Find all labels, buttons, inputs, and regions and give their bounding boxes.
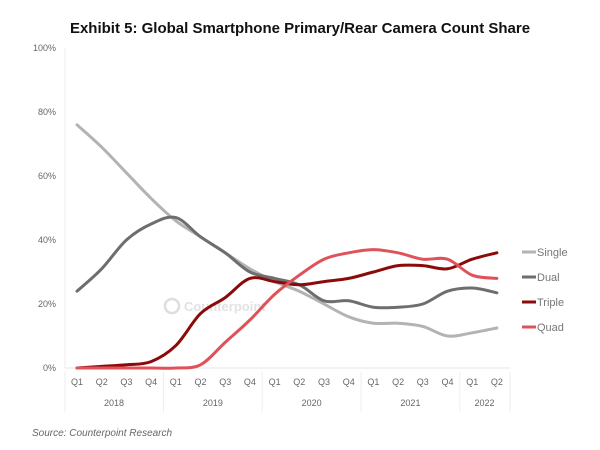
x-tick-label: Q1 (466, 377, 478, 387)
legend-label: Quad (537, 322, 564, 334)
y-tick-label: 100% (33, 43, 56, 53)
x-tick-label: Q4 (441, 377, 453, 387)
chart-title: Exhibit 5: Global Smartphone Primary/Rea… (69, 20, 531, 37)
legend-label: Dual (537, 272, 560, 284)
x-tick-label: Q2 (96, 377, 108, 387)
x-tick-label: Q2 (194, 377, 206, 387)
y-tick-label: 40% (38, 235, 56, 245)
x-year-label: 2022 (475, 398, 495, 408)
series-line-dual (75, 215, 499, 310)
x-tick-label: Q4 (343, 377, 355, 387)
legend-label: Single (537, 247, 568, 259)
x-tick-label: Q2 (293, 377, 305, 387)
legend-label: Triple (537, 297, 564, 309)
series-line-single (75, 123, 499, 338)
x-year-label: 2020 (302, 398, 322, 408)
x-year-label: 2019 (203, 398, 223, 408)
y-tick-label: 0% (43, 363, 56, 373)
y-tick-label: 60% (38, 171, 56, 181)
x-tick-label: Q3 (318, 377, 330, 387)
x-tick-label: Q1 (367, 377, 379, 387)
x-tick-label: Q3 (219, 377, 231, 387)
y-tick-label: 80% (38, 107, 56, 117)
watermark: Counterpoint (184, 299, 266, 314)
x-tick-label: Q1 (170, 377, 182, 387)
y-tick-label: 20% (38, 299, 56, 309)
x-tick-label: Q1 (71, 377, 83, 387)
x-tick-label: Q2 (491, 377, 503, 387)
x-tick-label: Q3 (120, 377, 132, 387)
series-line-triple (75, 251, 499, 370)
x-year-label: 2021 (400, 398, 420, 408)
source-note: Source: Counterpoint Research (32, 428, 173, 439)
x-tick-label: Q4 (244, 377, 256, 387)
x-tick-label: Q2 (392, 377, 404, 387)
x-tick-label: Q3 (417, 377, 429, 387)
watermark-logo-icon (163, 297, 181, 315)
x-tick-label: Q1 (269, 377, 281, 387)
series-line-quad (75, 248, 499, 370)
x-tick-label: Q4 (145, 377, 157, 387)
x-year-label: 2018 (104, 398, 124, 408)
